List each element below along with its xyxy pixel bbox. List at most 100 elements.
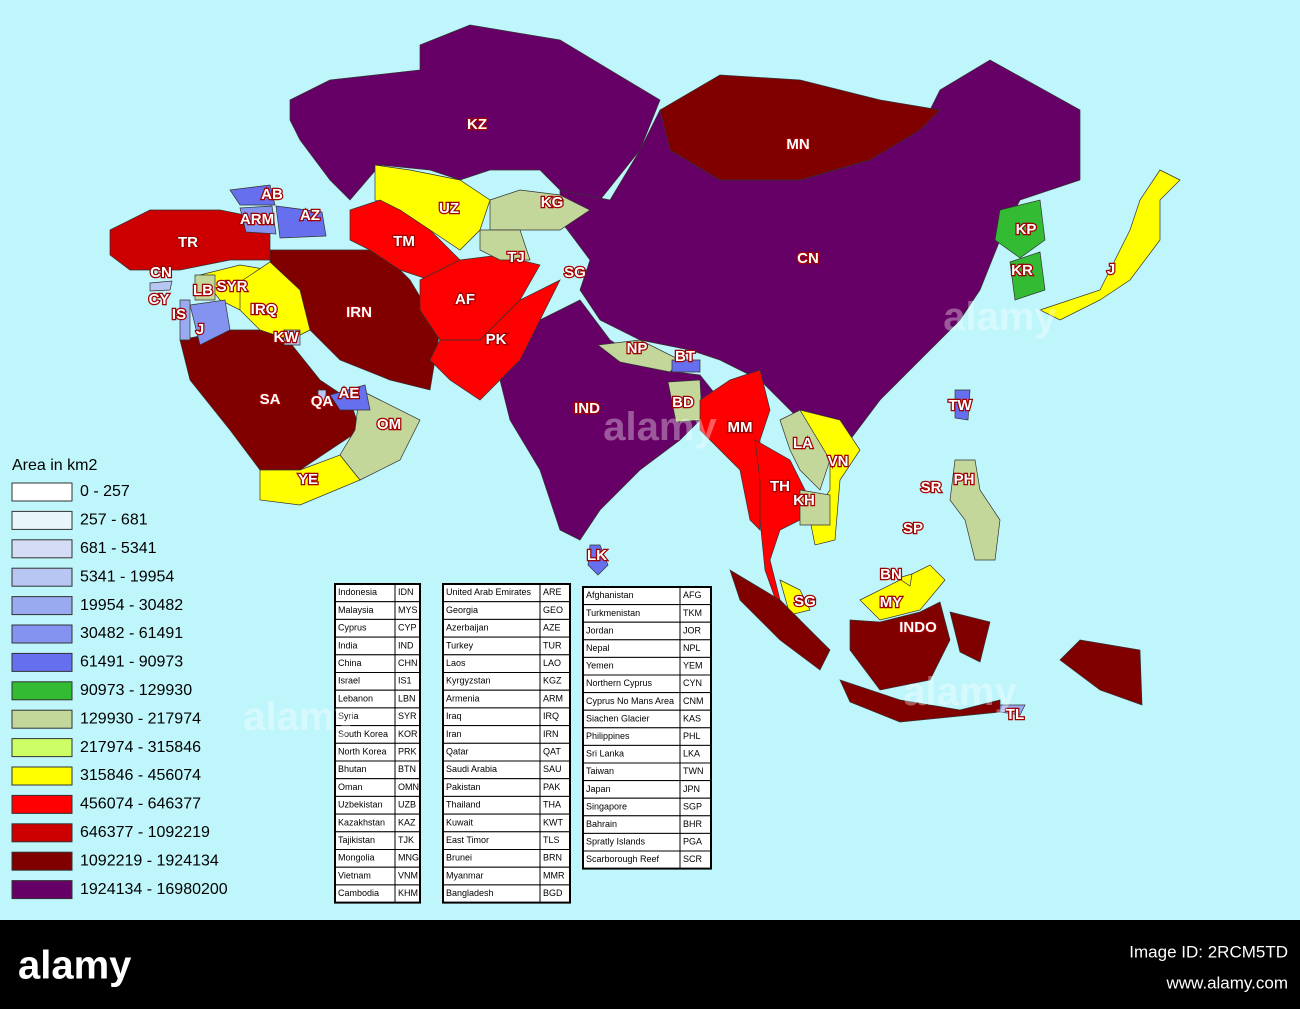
country-name: South Korea bbox=[338, 729, 388, 739]
country-label: ARM bbox=[240, 211, 274, 228]
country-code: OMN bbox=[398, 782, 419, 792]
footer-logo: alamy bbox=[18, 944, 132, 988]
country-shape bbox=[949, 611, 991, 663]
country-code: IRQ bbox=[543, 711, 559, 721]
country-name: Turkmenistan bbox=[586, 608, 640, 618]
country-label: IRQ bbox=[251, 301, 278, 318]
country-shape bbox=[229, 184, 276, 206]
country-label: NP bbox=[627, 340, 648, 357]
legend-swatch bbox=[11, 510, 73, 530]
country-name: Iraq bbox=[446, 711, 462, 721]
country-label: LK bbox=[587, 547, 607, 564]
country-label: INDO bbox=[899, 619, 937, 636]
country-label: KZ bbox=[467, 116, 487, 133]
country-name: Azerbaijan bbox=[446, 623, 489, 633]
country-shape bbox=[275, 205, 327, 239]
image-id: Image ID: 2RCM5TD bbox=[1129, 942, 1288, 961]
legend-label: 1924134 - 16980200 bbox=[80, 881, 228, 898]
legend-swatch bbox=[11, 738, 73, 758]
country-name: Kazakhstan bbox=[338, 817, 385, 827]
legend-label: 90973 - 129930 bbox=[80, 682, 192, 699]
country-name: Jordan bbox=[586, 625, 614, 635]
country-name: Israel bbox=[338, 676, 360, 686]
country-code: IND bbox=[398, 640, 414, 650]
country-name: Spratly Islands bbox=[586, 837, 646, 847]
country-label: SR bbox=[921, 479, 942, 496]
country-code: BTN bbox=[398, 764, 416, 774]
legend-swatch bbox=[11, 596, 73, 616]
country-code: QAT bbox=[543, 747, 561, 757]
country-label: CY bbox=[149, 291, 170, 308]
country-code: ARE bbox=[543, 587, 562, 597]
country-label: QA bbox=[311, 393, 334, 410]
country-label: KG bbox=[541, 194, 564, 211]
country-code: SGP bbox=[683, 801, 702, 811]
country-shape bbox=[189, 299, 231, 346]
country-label: IND bbox=[574, 400, 600, 417]
country-shape bbox=[149, 280, 173, 292]
country-code: PGA bbox=[683, 837, 702, 847]
country-label: TR bbox=[178, 234, 198, 251]
country-name: Oman bbox=[338, 782, 363, 792]
country-code: CNM bbox=[683, 696, 704, 706]
country-shape bbox=[954, 389, 971, 421]
legend-label: 129930 - 217974 bbox=[80, 710, 201, 727]
country-code: TJK bbox=[398, 835, 414, 845]
country-code: LAO bbox=[543, 658, 561, 668]
country-label: J bbox=[1107, 261, 1115, 278]
legend-label: 681 - 5341 bbox=[80, 540, 157, 557]
country-code: TLS bbox=[543, 835, 560, 845]
country-name: Northern Cyprus bbox=[586, 678, 653, 688]
country-label: LB bbox=[193, 282, 213, 299]
legend: 0 - 257 257 - 681 681 - 5341 5341 - 19954 19… bbox=[11, 482, 228, 900]
country-label: PH bbox=[954, 471, 975, 488]
country-name: Saudi Arabia bbox=[446, 764, 497, 774]
country-code: IRN bbox=[543, 729, 559, 739]
country-shape bbox=[239, 205, 277, 235]
country-name: Yemen bbox=[586, 661, 614, 671]
country-name: Taiwan bbox=[586, 766, 614, 776]
legend-label: 217974 - 315846 bbox=[80, 739, 201, 756]
country-code: CYN bbox=[683, 678, 702, 688]
country-label: YE bbox=[298, 471, 318, 488]
legend-label: 315846 - 456074 bbox=[80, 767, 201, 784]
country-label: MY bbox=[880, 594, 903, 611]
country-code: THA bbox=[543, 800, 561, 810]
country-shape bbox=[1039, 169, 1181, 321]
country-name: Cyprus No Mans Area bbox=[586, 696, 674, 706]
table-border bbox=[334, 583, 421, 904]
country-name: Vietnam bbox=[338, 870, 371, 880]
legend-label: 19954 - 30482 bbox=[80, 597, 183, 614]
country-label: KH bbox=[793, 492, 815, 509]
country-name: Indonesia bbox=[338, 587, 377, 597]
legend-label: 456074 - 646377 bbox=[80, 796, 201, 813]
country-name: Scarborough Reef bbox=[586, 854, 660, 864]
watermark: alamy bbox=[903, 670, 1017, 714]
legend-swatch bbox=[11, 766, 73, 786]
country-name: Turkey bbox=[446, 640, 474, 650]
country-code: SAU bbox=[543, 764, 562, 774]
country-code: PHL bbox=[683, 731, 701, 741]
country-name: Tajikistan bbox=[338, 835, 375, 845]
country-name: Uzbekistan bbox=[338, 800, 383, 810]
country-label: SG bbox=[794, 593, 816, 610]
country-label: CN bbox=[150, 264, 172, 281]
country-label: BT bbox=[675, 348, 695, 365]
country-shape bbox=[999, 704, 1026, 716]
legend-swatch bbox=[11, 681, 73, 701]
legend-label: 646377 - 1092219 bbox=[80, 824, 210, 841]
country-code: LKA bbox=[683, 749, 700, 759]
country-label: IS bbox=[172, 306, 186, 323]
country-shape bbox=[849, 601, 951, 691]
country-code: PAK bbox=[543, 782, 560, 792]
country-shape bbox=[779, 579, 811, 616]
code-tables: Indonesia IDN Malaysia MYS Cyprus CYP India IND… bbox=[334, 583, 712, 904]
country-shape bbox=[194, 274, 216, 301]
country-label: BN bbox=[880, 566, 902, 583]
country-label: AE bbox=[339, 385, 360, 402]
legend-label: 0 - 257 bbox=[80, 483, 130, 500]
country-shape bbox=[329, 384, 371, 411]
country-code: AFG bbox=[683, 590, 702, 600]
legend-swatch bbox=[11, 880, 73, 900]
